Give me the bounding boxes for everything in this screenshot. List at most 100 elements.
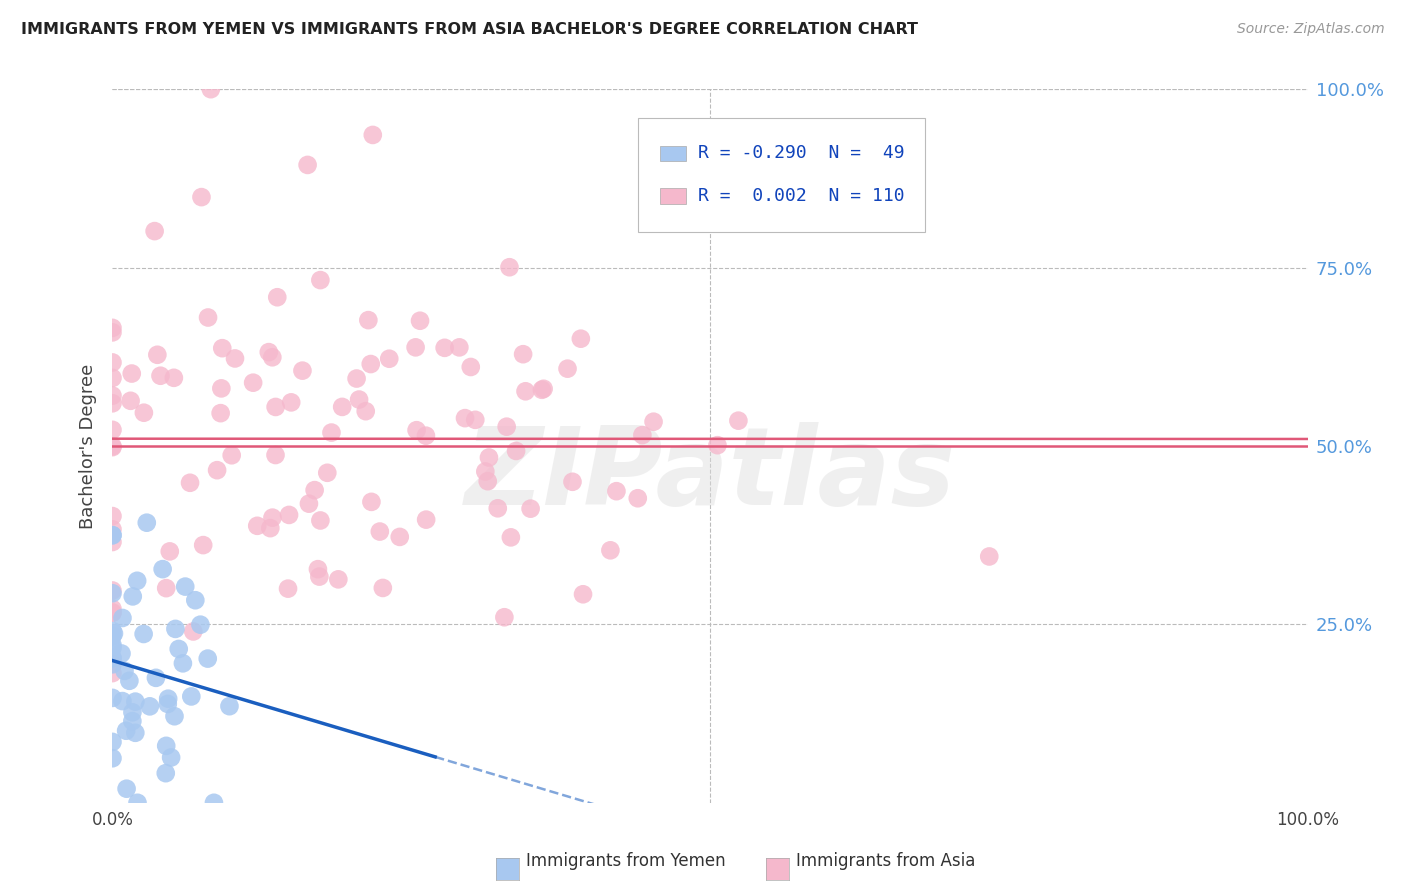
Point (101, 371, 124, 385)
Point (297, 158, 319, 172)
Point (101, 651, 124, 665)
Point (405, 340, 427, 354)
Point (163, 709, 186, 723)
Point (307, 562, 329, 576)
Point (498, 260, 520, 275)
Point (304, 483, 326, 497)
Text: Immigrants from Asia: Immigrants from Asia (796, 852, 976, 870)
Point (321, 425, 343, 440)
Point (409, 314, 432, 328)
Point (346, 371, 368, 385)
FancyBboxPatch shape (638, 118, 925, 232)
Point (101, 751, 124, 765)
Point (101, 735, 124, 749)
Point (347, 392, 370, 407)
Point (224, 351, 246, 366)
Point (368, 524, 391, 539)
Point (266, 290, 288, 304)
Point (309, 513, 332, 527)
Point (979, 549, 1001, 564)
Point (190, 190, 212, 204)
Point (354, 404, 377, 418)
Point (101, 528, 124, 542)
Text: Immigrants from Yemen: Immigrants from Yemen (526, 852, 725, 870)
Point (101, 355, 124, 369)
Point (101, 522, 124, 536)
Point (262, 351, 284, 365)
Point (101, 423, 124, 437)
Point (246, 518, 269, 533)
Point (572, 587, 595, 601)
FancyBboxPatch shape (659, 188, 686, 204)
Point (156, 697, 179, 711)
Point (209, 381, 232, 395)
Point (209, 406, 232, 420)
Point (557, 361, 579, 376)
Point (155, 581, 177, 595)
Point (167, 642, 190, 657)
Point (298, 497, 321, 511)
Point (111, 611, 134, 625)
Point (101, 583, 124, 598)
Point (101, 606, 124, 620)
Text: Source: ZipAtlas.com: Source: ZipAtlas.com (1237, 22, 1385, 37)
Point (631, 428, 654, 442)
Point (218, 699, 240, 714)
Point (464, 413, 486, 427)
Text: ZIPatlas: ZIPatlas (464, 422, 956, 527)
Text: R =  0.002  N = 110: R = 0.002 N = 110 (699, 187, 904, 205)
Point (360, 495, 382, 509)
Point (114, 664, 136, 678)
Text: IMMIGRANTS FROM YEMEN VS IMMIGRANTS FROM ASIA BACHELOR'S DEGREE CORRELATION CHAR: IMMIGRANTS FROM YEMEN VS IMMIGRANTS FROM… (21, 22, 918, 37)
Point (477, 474, 499, 488)
Point (101, 440, 124, 454)
Point (361, 128, 384, 142)
Point (180, 690, 202, 704)
Point (569, 332, 592, 346)
Point (152, 562, 174, 576)
Point (101, 666, 124, 681)
Point (360, 357, 382, 371)
Point (449, 340, 471, 354)
Point (494, 610, 516, 624)
Point (101, 640, 124, 655)
Point (197, 310, 219, 325)
Point (155, 766, 177, 780)
Point (643, 415, 665, 429)
Point (101, 624, 124, 638)
Point (495, 419, 517, 434)
Point (101, 389, 124, 403)
Point (115, 781, 138, 796)
Point (155, 739, 177, 753)
Point (110, 647, 132, 661)
Point (174, 580, 197, 594)
Point (101, 657, 124, 672)
Point (101, 509, 124, 524)
Point (101, 629, 124, 643)
Point (179, 475, 201, 490)
Point (159, 544, 181, 558)
Point (103, 626, 125, 640)
Point (309, 273, 332, 287)
Point (242, 376, 264, 390)
Point (478, 450, 501, 465)
Point (378, 351, 401, 366)
Point (211, 341, 233, 355)
Point (291, 364, 314, 378)
Point (262, 510, 284, 524)
Point (259, 521, 281, 535)
Point (200, 82, 222, 96)
Point (135, 516, 157, 530)
Point (101, 638, 124, 652)
Point (143, 224, 166, 238)
Point (165, 622, 187, 636)
Point (371, 581, 394, 595)
Point (264, 400, 287, 414)
Point (190, 617, 212, 632)
Point (433, 341, 456, 355)
Point (328, 572, 350, 586)
Point (145, 671, 167, 685)
Point (415, 513, 437, 527)
Point (101, 535, 124, 549)
Point (101, 606, 124, 620)
